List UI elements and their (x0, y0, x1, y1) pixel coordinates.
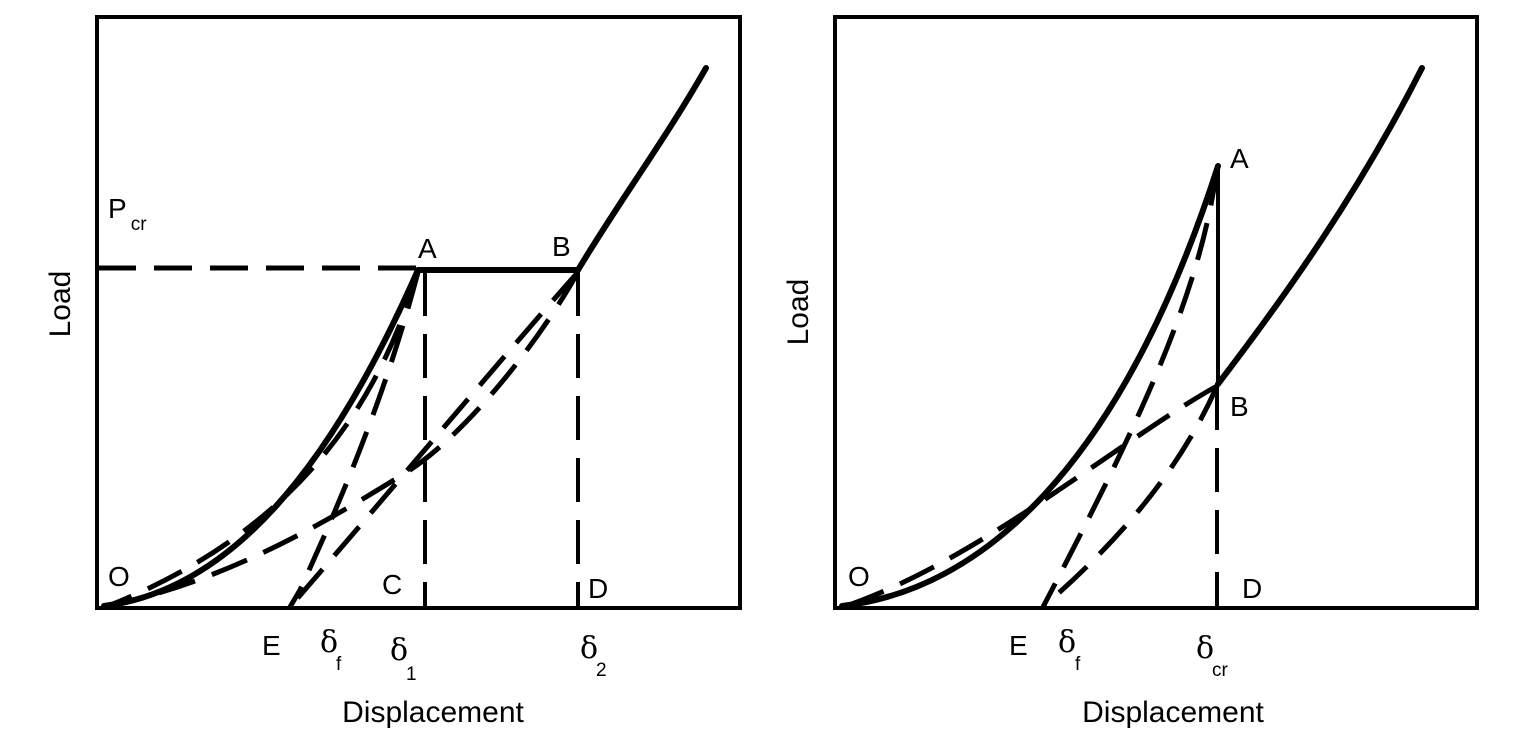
svg-text:f: f (336, 654, 342, 675)
loading-curve-oa (101, 267, 421, 609)
reloading-curve-b-up (575, 65, 709, 273)
unload-b-to-o (107, 270, 581, 609)
svg-text:2: 2 (596, 660, 607, 681)
unload-a-to-o (107, 271, 421, 609)
tick-delta-1-label: δ 1 (390, 633, 417, 685)
point-a-label: A (418, 233, 437, 264)
svg-text:δ: δ (1058, 625, 1076, 660)
loading-curve-oa (839, 163, 1221, 609)
svg-text:δ: δ (1196, 631, 1214, 666)
point-b-label: B (1230, 391, 1249, 422)
unload-a-to-e (287, 271, 421, 609)
tick-delta-2-label: δ 2 (580, 631, 607, 681)
x-axis-label: Displacement (342, 696, 524, 729)
svg-text:δ: δ (580, 631, 598, 666)
svg-text:δ: δ (390, 633, 408, 668)
left-panel: Pcr A B O C D E δ f δ 1 δ 2 Displacement… (44, 15, 742, 729)
point-a-label: A (1230, 143, 1249, 174)
reloading-curve-b-up (1215, 65, 1425, 387)
unload-b-to-e (288, 270, 580, 609)
right-panel: A B O D E δ f δ cr Displacement Load (782, 15, 1479, 729)
point-d-label: D (588, 573, 608, 604)
y-axis-label: Load (44, 271, 77, 338)
point-d-label: D (1242, 573, 1262, 604)
unload-b-to-e (1041, 384, 1220, 609)
tick-e-label: E (262, 630, 281, 661)
unload-a-to-e (1040, 167, 1220, 609)
point-c-label: C (382, 569, 402, 600)
svg-text:1: 1 (406, 664, 417, 685)
x-axis-label: Displacement (1082, 696, 1264, 729)
svg-text:f: f (1075, 654, 1081, 675)
svg-text:δ: δ (320, 625, 338, 660)
right-plot-frame (833, 15, 1479, 610)
pcr-label: Pcr (108, 193, 147, 235)
point-b-label: B (552, 231, 571, 262)
left-plot-frame (95, 15, 742, 610)
tick-delta-f-label: δ f (1058, 625, 1081, 675)
tick-e-label: E (1009, 630, 1028, 661)
tick-delta-f-label: δ f (320, 625, 342, 675)
unload-b-to-o (845, 383, 1219, 609)
point-o-label: O (108, 561, 130, 592)
tick-delta-cr-label: δ cr (1196, 631, 1229, 681)
svg-text:cr: cr (1212, 660, 1229, 681)
point-o-label: O (848, 561, 870, 592)
y-axis-label: Load (782, 279, 815, 346)
